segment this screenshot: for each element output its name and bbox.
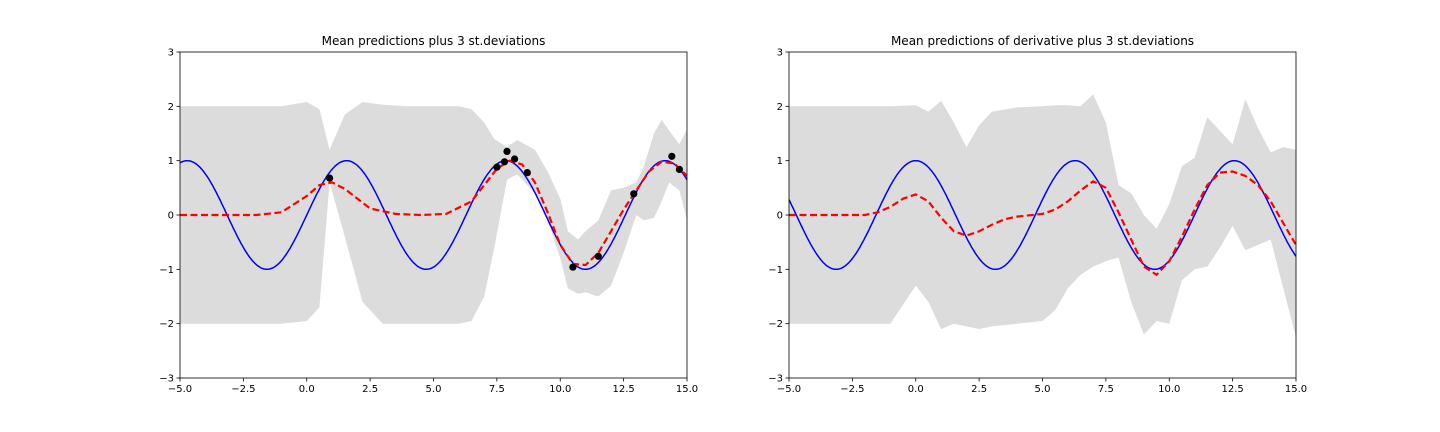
- right-y-tick-label: 3: [777, 48, 783, 59]
- right-x-tick-label: 5.0: [1035, 384, 1051, 395]
- left-data-point: [675, 165, 684, 173]
- left-x-tick-label: 0.0: [299, 384, 315, 395]
- right-y-tick-label: −2: [768, 319, 783, 330]
- left-confidence-band: [180, 102, 687, 324]
- right-x-tick-label: 12.5: [1221, 384, 1243, 395]
- left-data-point: [630, 190, 638, 198]
- right-x-tick-label: 7.5: [1098, 384, 1114, 395]
- right-x-tick-label: 15.0: [1285, 384, 1307, 395]
- right-y-tick-label: 0: [777, 211, 783, 222]
- left-x-tick-label: 7.5: [489, 384, 505, 395]
- right-y-tick-label: 2: [777, 102, 783, 113]
- right-y-tick-label: 1: [777, 156, 783, 167]
- right-x-tick-label: −2.5: [840, 384, 864, 395]
- right-x-tick-label: 10.0: [1158, 384, 1180, 395]
- right-chart-title: Mean predictions of derivative plus 3 st…: [891, 34, 1194, 48]
- left-data-point: [503, 147, 511, 155]
- right-plot-area: [789, 94, 1296, 338]
- right-x-tick-label: −5.0: [777, 384, 801, 395]
- left-y-tick-label: −2: [159, 319, 174, 330]
- left-data-point: [326, 174, 334, 182]
- left-data-point: [668, 152, 676, 160]
- left-x-tick-label: 10.0: [549, 384, 571, 395]
- left-y-tick-label: 0: [168, 211, 174, 222]
- left-x-tick-label: −5.0: [168, 384, 192, 395]
- right-chart: Mean predictions of derivative plus 3 st…: [768, 34, 1307, 395]
- left-series-prediction-line: [180, 159, 687, 267]
- left-data-point: [510, 155, 519, 163]
- right-y-tick-label: −1: [768, 265, 783, 276]
- right-series-true-line: [789, 159, 1296, 271]
- left-data-point: [500, 158, 509, 166]
- left-chart-title: Mean predictions plus 3 st.deviations: [322, 34, 546, 48]
- left-data-point: [594, 252, 602, 260]
- left-y-tick-label: −1: [159, 265, 174, 276]
- left-data-point: [523, 169, 531, 177]
- left-x-tick-label: 15.0: [676, 384, 698, 395]
- left-x-tick-label: −2.5: [231, 384, 255, 395]
- left-chart: Mean predictions plus 3 st.deviations −5…: [159, 34, 698, 395]
- right-x-tick-label: 2.5: [971, 384, 987, 395]
- left-data-point: [569, 263, 577, 271]
- left-series-true-line: [180, 159, 687, 271]
- left-x-tick-label: 2.5: [362, 384, 378, 395]
- right-series-prediction-line: [789, 170, 1296, 276]
- left-x-tick-label: 12.5: [612, 384, 634, 395]
- right-y-tick-label: −3: [768, 374, 783, 385]
- left-plot-area: [180, 102, 687, 324]
- left-y-tick-label: 2: [168, 102, 174, 113]
- left-y-tick-label: −3: [159, 374, 174, 385]
- left-x-tick-label: 5.0: [426, 384, 442, 395]
- right-confidence-band: [789, 94, 1296, 338]
- left-y-tick-label: 1: [168, 156, 174, 167]
- left-data-point: [493, 163, 501, 171]
- left-y-tick-label: 3: [168, 48, 174, 59]
- right-x-tick-label: 0.0: [908, 384, 924, 395]
